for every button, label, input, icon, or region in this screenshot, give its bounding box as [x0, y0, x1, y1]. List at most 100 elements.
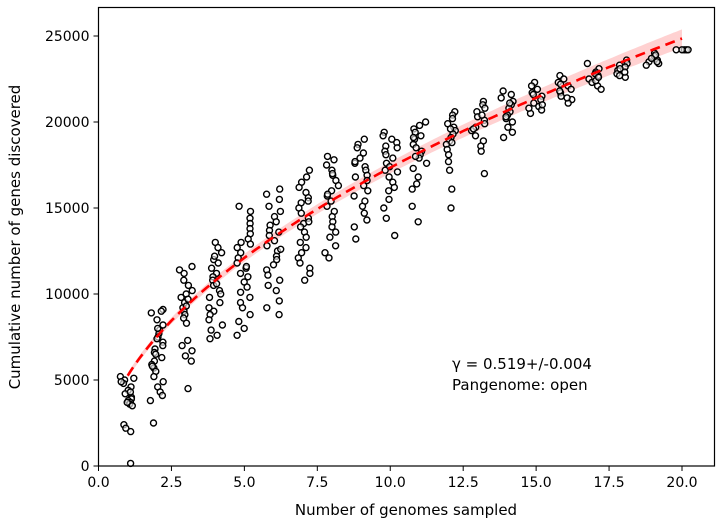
data-point [117, 378, 125, 386]
data-point [379, 132, 387, 140]
data-point [389, 154, 397, 162]
data-point [269, 261, 278, 269]
data-point [672, 46, 680, 54]
data-point [205, 304, 213, 312]
data-point [471, 132, 480, 140]
data-point [446, 125, 455, 133]
data-point [214, 259, 222, 267]
data-point [499, 87, 507, 95]
data-point [272, 286, 280, 295]
data-point [385, 173, 393, 181]
data-point [146, 396, 155, 405]
y-axis-ticks: 0 5000 10000 15000 20000 25000 [45, 29, 99, 475]
data-point [276, 185, 284, 193]
data-point [153, 316, 161, 324]
data-point [616, 64, 624, 73]
plot-frame [97, 6, 716, 467]
data-point [295, 183, 303, 192]
data-point [159, 378, 167, 386]
data-point [206, 335, 214, 343]
data-point [413, 180, 421, 188]
data-point [380, 204, 388, 212]
data-point [297, 248, 306, 257]
data-point [214, 243, 222, 252]
gamma-annotation: γ = 0.519+/-0.004 [452, 355, 592, 373]
data-point [296, 238, 304, 247]
data-point [391, 231, 399, 240]
data-point [422, 159, 431, 168]
data-point [246, 310, 254, 319]
data-point [275, 310, 283, 319]
data-point [246, 207, 255, 216]
x-tick-label: 17.5 [593, 475, 624, 491]
x-tick-label: 12.5 [448, 475, 479, 491]
data-point [126, 388, 135, 396]
data-point [421, 118, 430, 126]
x-tick-label: 20.0 [666, 475, 697, 491]
data-point [188, 347, 196, 355]
data-point [321, 248, 329, 257]
data-point [481, 104, 489, 112]
data-point [302, 233, 310, 241]
data-point [504, 123, 512, 131]
data-point [393, 168, 402, 176]
data-point [350, 223, 358, 231]
data-point [538, 101, 546, 109]
data-point [393, 144, 401, 152]
data-point [263, 242, 271, 250]
data-point [265, 202, 273, 211]
x-tick-label: 10.0 [375, 475, 406, 491]
data-point [304, 197, 312, 205]
x-tick-label: 5.0 [233, 475, 255, 491]
data-point [151, 350, 160, 358]
data-point [213, 331, 221, 339]
data-point [177, 293, 185, 302]
data-point [297, 209, 305, 217]
data-point [123, 398, 131, 407]
data-point [273, 255, 281, 264]
data-point [216, 298, 224, 307]
data-point [597, 85, 605, 94]
data-point [364, 187, 372, 195]
data-point [583, 59, 592, 68]
data-point [448, 138, 456, 147]
data-point [352, 235, 360, 243]
data-point [506, 99, 514, 107]
data-point [478, 111, 486, 119]
data-point [642, 61, 650, 69]
data-point [412, 144, 420, 152]
data-point [408, 185, 416, 193]
data-point [385, 195, 393, 204]
data-point [684, 46, 692, 54]
x-axis-ticks: 0.0 2.5 5.0 7.5 10.0 12.5 15.0 17.5 20.0 [87, 466, 698, 491]
data-point [414, 173, 422, 181]
y-tick-label: 20000 [45, 115, 90, 131]
data-point [351, 157, 359, 166]
data-point [149, 419, 158, 427]
data-point [525, 104, 533, 112]
data-point [448, 185, 456, 193]
data-point [469, 125, 478, 133]
data-point [322, 161, 331, 169]
data-point [207, 326, 215, 334]
data-point [153, 324, 162, 333]
data-point [388, 135, 396, 143]
fit-line [126, 37, 683, 377]
data-point [158, 391, 167, 400]
data-point [205, 316, 213, 324]
data-point [330, 156, 338, 164]
data-point [236, 269, 245, 278]
data-point [233, 331, 241, 339]
data-point [188, 262, 196, 271]
data-point [678, 46, 686, 54]
data-point [527, 82, 536, 90]
data-point [276, 207, 285, 216]
data-point [323, 152, 332, 161]
data-point [233, 243, 241, 252]
fit-curve [126, 37, 683, 377]
data-point [326, 233, 334, 241]
data-point [563, 94, 571, 102]
data-point [360, 209, 368, 217]
data-point [184, 384, 192, 393]
